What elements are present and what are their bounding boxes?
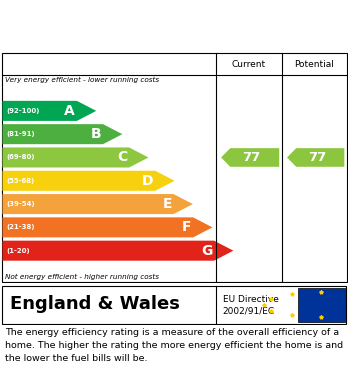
Text: (55-68): (55-68): [7, 178, 35, 184]
Text: England & Wales: England & Wales: [10, 295, 180, 313]
Text: Potential: Potential: [294, 59, 334, 68]
Polygon shape: [221, 148, 279, 167]
Polygon shape: [2, 124, 122, 144]
Text: (92-100): (92-100): [7, 108, 40, 114]
Bar: [298, 287, 345, 322]
Text: 77: 77: [308, 151, 326, 164]
Text: (21-38): (21-38): [7, 224, 35, 230]
Text: E: E: [162, 197, 172, 211]
Text: (1-20): (1-20): [7, 248, 30, 254]
Text: Very energy efficient - lower running costs: Very energy efficient - lower running co…: [5, 77, 159, 83]
Text: B: B: [90, 127, 101, 141]
Text: 2002/91/EC: 2002/91/EC: [223, 307, 275, 316]
Polygon shape: [2, 240, 234, 261]
Text: F: F: [182, 221, 191, 234]
Polygon shape: [287, 148, 345, 167]
Text: Current: Current: [232, 59, 266, 68]
Text: 77: 77: [242, 151, 261, 164]
Text: (81-91): (81-91): [7, 131, 35, 137]
Text: EU Directive: EU Directive: [223, 295, 279, 304]
Polygon shape: [2, 147, 149, 167]
Text: D: D: [142, 174, 153, 188]
Polygon shape: [2, 101, 96, 121]
Text: Not energy efficient - higher running costs: Not energy efficient - higher running co…: [5, 274, 159, 280]
Polygon shape: [2, 171, 175, 191]
Text: The energy efficiency rating is a measure of the overall efficiency of a home. T: The energy efficiency rating is a measur…: [5, 328, 343, 363]
Polygon shape: [2, 194, 193, 214]
Text: (39-54): (39-54): [7, 201, 35, 207]
Text: Energy Efficiency Rating: Energy Efficiency Rating: [9, 25, 229, 41]
Text: C: C: [117, 151, 127, 165]
Polygon shape: [2, 217, 213, 237]
Text: G: G: [201, 244, 212, 258]
Text: A: A: [64, 104, 75, 118]
Text: (69-80): (69-80): [7, 154, 35, 160]
